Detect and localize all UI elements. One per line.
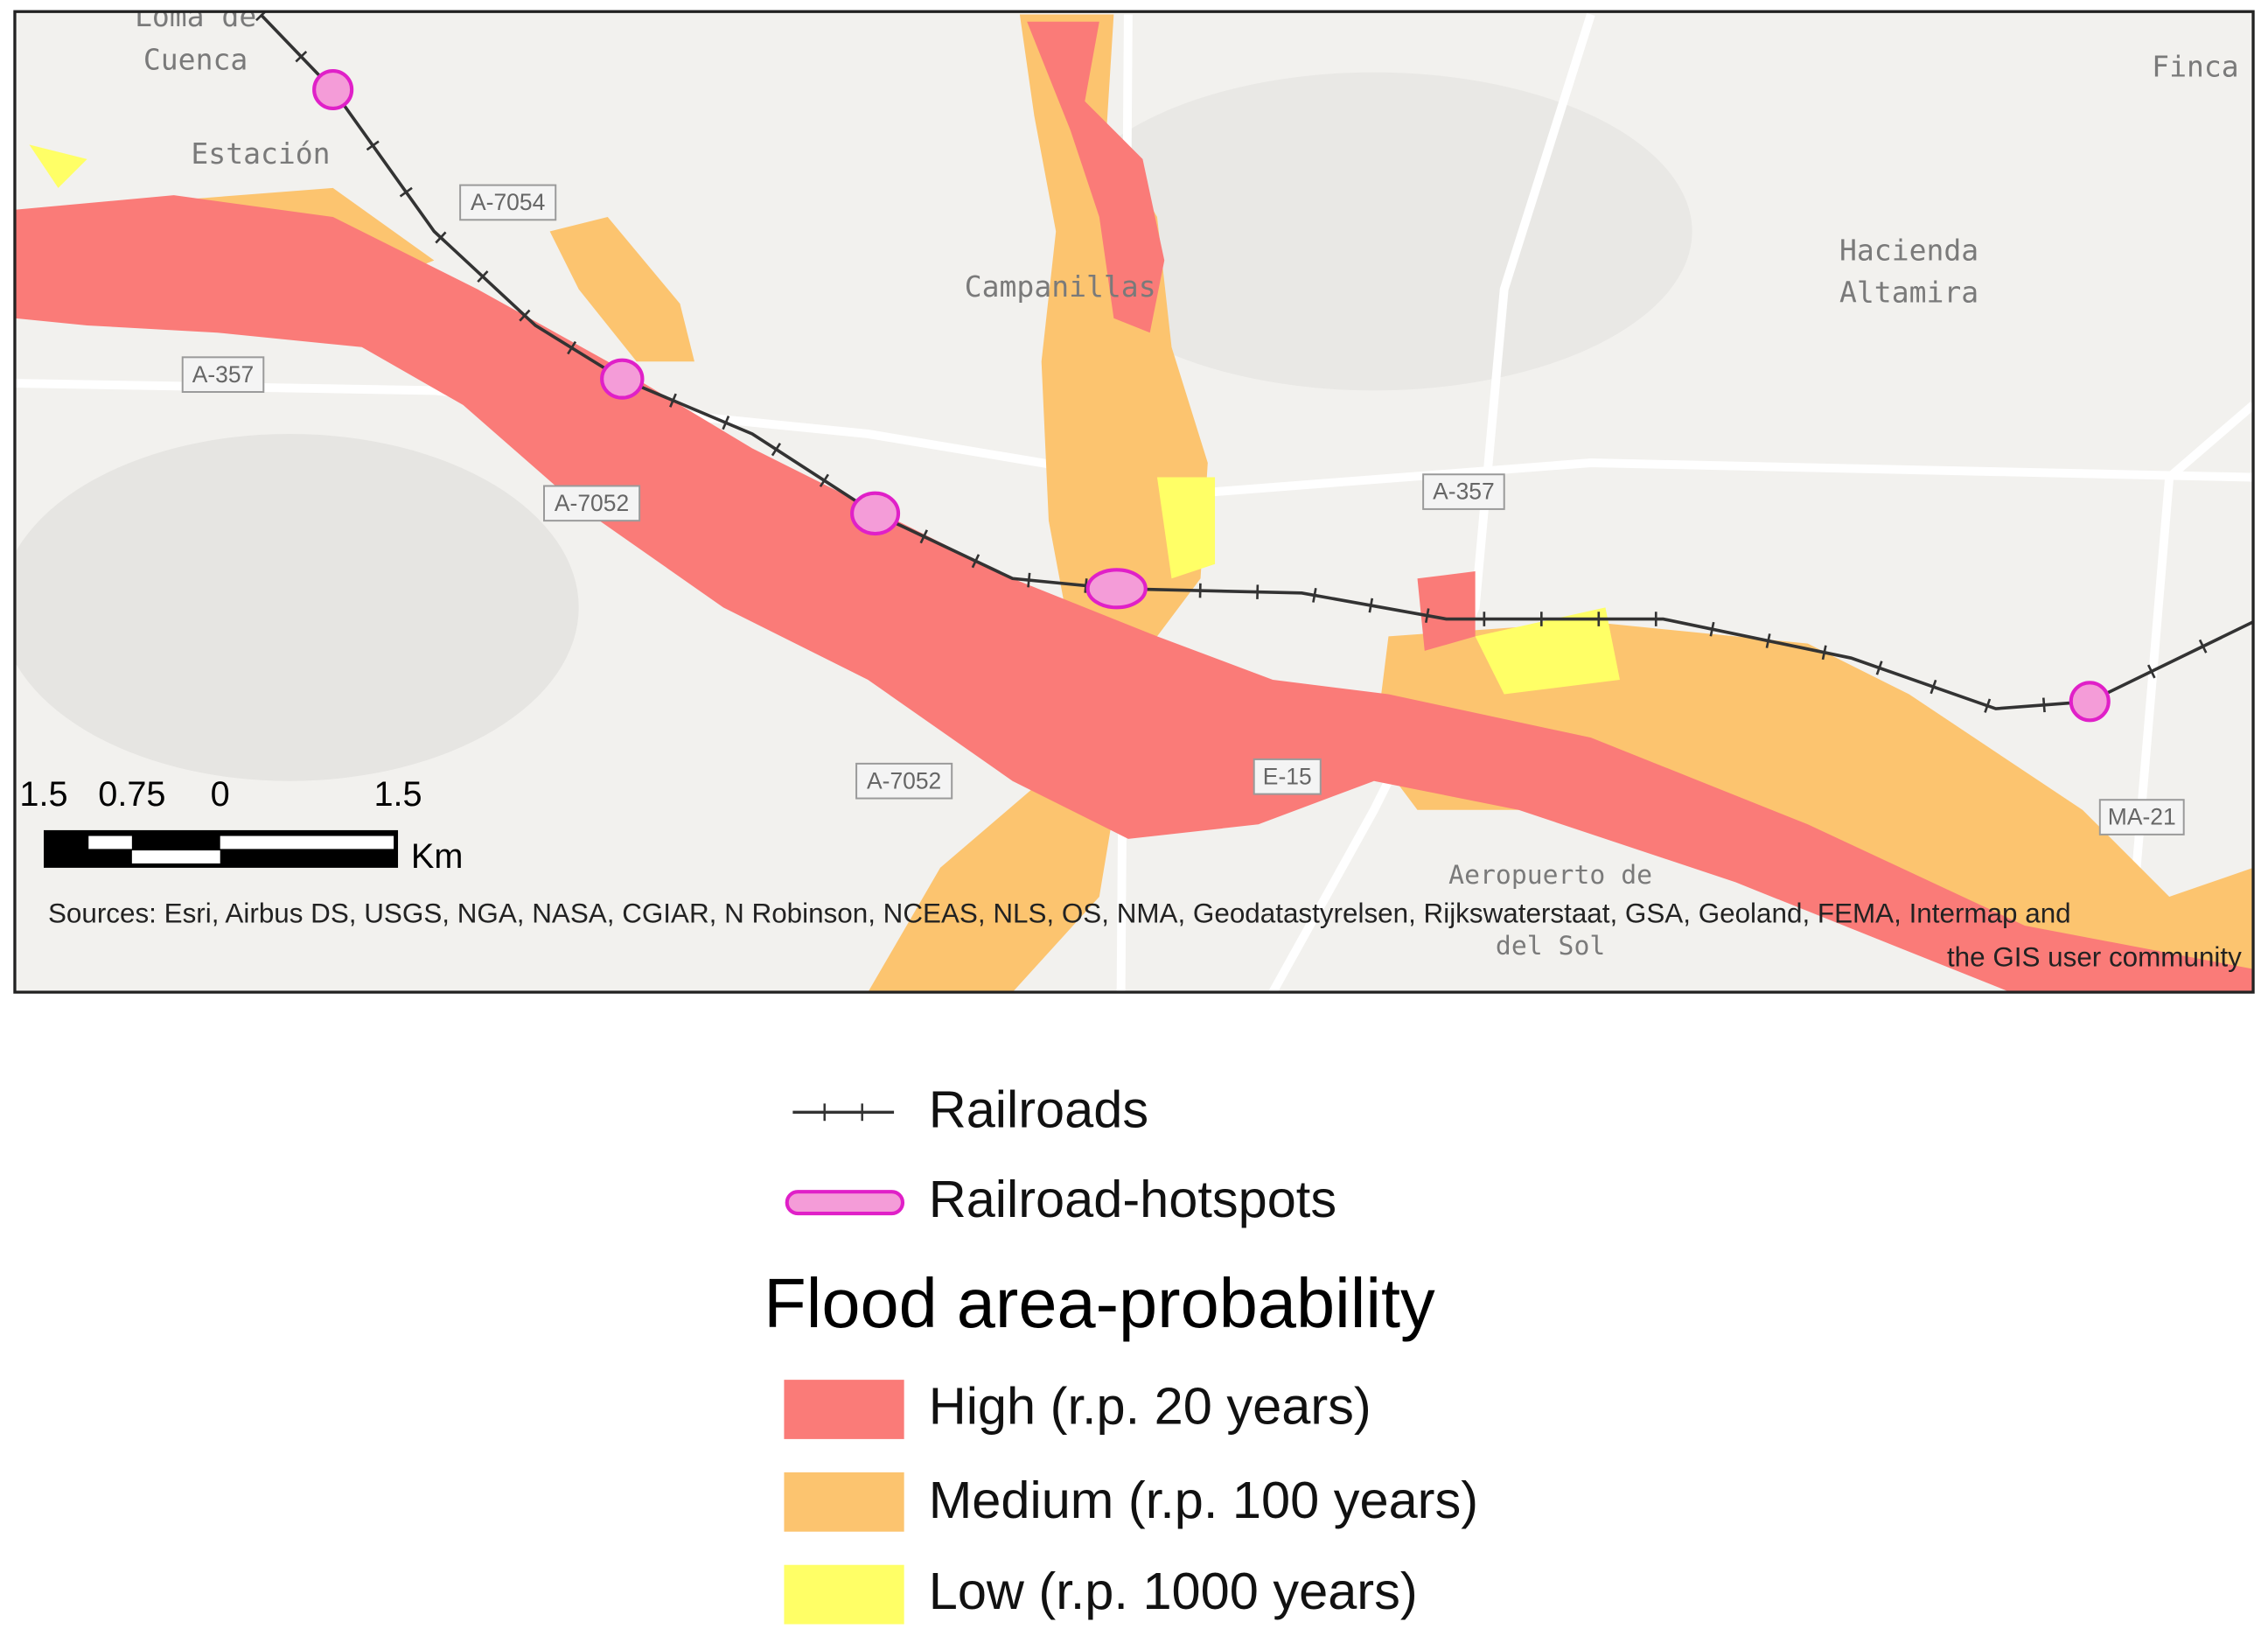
scale-label: 0 xyxy=(211,775,230,814)
flood-low xyxy=(29,144,1620,695)
legend-swatch xyxy=(784,1380,904,1439)
road-label-box xyxy=(1422,473,1505,510)
legend-label: Low (r.p. 1000 years) xyxy=(929,1562,1418,1620)
railroad xyxy=(255,11,2254,717)
legend-swatch xyxy=(784,1564,904,1625)
place-label: Hacienda xyxy=(1839,234,1978,268)
scale-label: 1.5 xyxy=(19,775,67,814)
road-label-box xyxy=(1253,758,1322,795)
railroad-hotspots xyxy=(312,68,2111,723)
scale-label: 1.5 xyxy=(373,775,422,814)
road-label-box xyxy=(181,356,265,394)
place-labels: Loma de Cuenca Estación Campanillas Haci… xyxy=(135,0,2239,961)
legend-title: Flood area-probability xyxy=(764,1264,1435,1342)
scale-unit: Km xyxy=(411,837,463,876)
legend-label: Medium (r.p. 100 years) xyxy=(929,1471,1478,1529)
place-label: Cuenca xyxy=(143,42,248,76)
terrain xyxy=(14,434,579,781)
road-label: MA-21 xyxy=(2108,804,2176,830)
road-label: A-7052 xyxy=(555,490,629,516)
road-label-box xyxy=(459,184,557,221)
road-label-box xyxy=(2098,799,2185,835)
scale-bar: 1.5 0.75 0 1.5 Km xyxy=(19,775,463,876)
road-label: A-7052 xyxy=(867,767,941,794)
scale-label: 0.75 xyxy=(98,775,165,814)
place-label: Loma de xyxy=(135,0,256,33)
legend-swatch xyxy=(784,1472,904,1532)
road-label: E-15 xyxy=(1263,763,1312,789)
place-label: Altamira xyxy=(1839,276,1978,310)
scale-bar-segment xyxy=(131,850,220,863)
map-frame xyxy=(13,10,2255,994)
sources: Sources: Esri, Airbus DS, USGS, NGA, NAS… xyxy=(48,898,2071,929)
scale-bar-segment xyxy=(88,835,132,849)
legend-label: Railroads xyxy=(929,1080,1148,1139)
terrain xyxy=(1056,72,1692,391)
road-labels: A-7054 A-357 A-7052 A-357 A-7052 E-15 MA… xyxy=(181,184,2185,835)
place-label: Campanillas xyxy=(965,269,1156,304)
place-label: Estación xyxy=(191,136,330,171)
road-label: A-357 xyxy=(1433,479,1495,505)
road-label-box xyxy=(855,762,953,800)
sources: the GIS user community xyxy=(1947,941,2242,972)
place-label: Finca xyxy=(2152,50,2238,84)
legend: Railroads Railroad-hotspots Flood area-p… xyxy=(764,1080,1478,1625)
map: A-7054 A-357 A-7052 A-357 A-7052 E-15 MA… xyxy=(14,0,2254,993)
legend-label: Railroad-hotspots xyxy=(929,1170,1336,1228)
place-label: Aeropuerto de xyxy=(1448,860,1652,891)
road-label-box xyxy=(543,485,641,522)
place-label: del Sol xyxy=(1496,931,1605,961)
road-label: A-357 xyxy=(192,361,255,388)
legend-label: High (r.p. 20 years) xyxy=(929,1377,1371,1436)
legend-hotspot-symbol xyxy=(785,1190,905,1216)
road-label: A-7054 xyxy=(471,189,545,215)
scale-bar-segment xyxy=(220,835,394,849)
flood-high xyxy=(14,21,2254,993)
